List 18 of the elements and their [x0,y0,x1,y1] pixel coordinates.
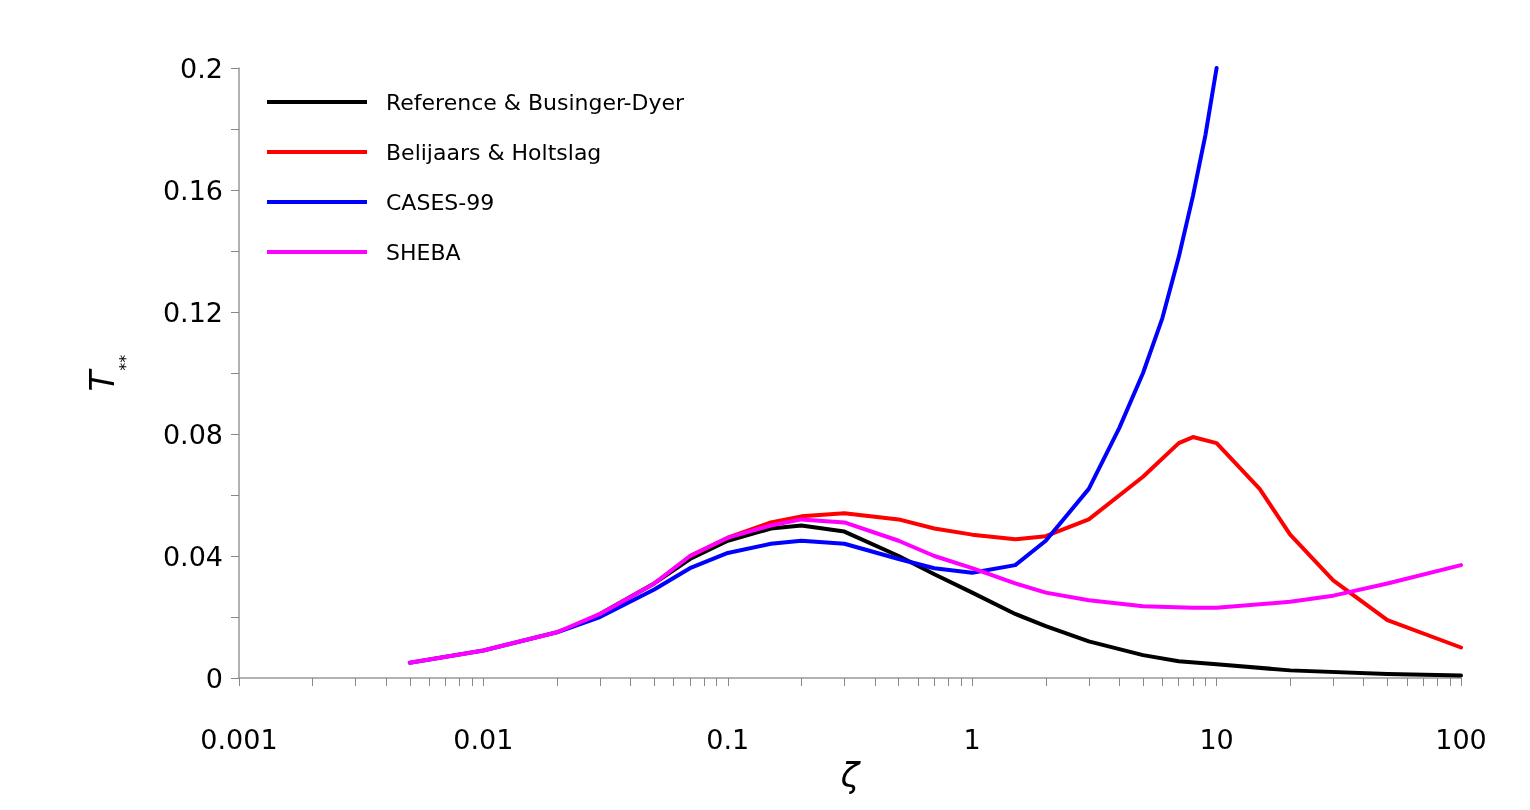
x-tick-label: 0.001 [200,724,278,755]
y-tick-label: 0.12 [162,296,223,328]
x-tick-label: 1 [963,724,981,755]
y-tick-label: 0 [205,662,223,694]
legend-label: Reference & Businger-Dyer [386,89,686,115]
x-tick-label: 10 [1199,724,1234,755]
x-tick-label: 0.1 [706,724,750,755]
y-tick-label: 0.16 [162,174,223,206]
y-axis-title: T** [82,354,135,392]
x-tick-label: 0.01 [453,724,514,755]
y-tick-label: 0.04 [162,540,223,572]
legend-label: SHEBA [386,239,461,265]
y-tick-label: 0.08 [162,418,223,450]
y-tick-label: 0.2 [180,52,223,84]
x-axis-title: ζ [839,754,862,795]
legend-label: Belijaars & Holtslag [386,139,602,165]
x-tick-label: 100 [1435,724,1487,755]
legend-label: CASES-99 [386,189,495,215]
